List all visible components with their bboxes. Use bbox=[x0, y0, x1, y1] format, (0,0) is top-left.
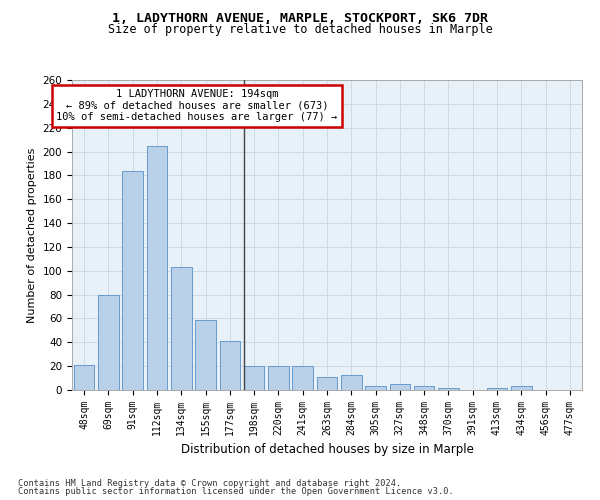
Text: 1 LADYTHORN AVENUE: 194sqm
← 89% of detached houses are smaller (673)
10% of sem: 1 LADYTHORN AVENUE: 194sqm ← 89% of deta… bbox=[56, 90, 338, 122]
Bar bbox=[171, 267, 191, 390]
Bar bbox=[220, 341, 240, 390]
Bar bbox=[195, 320, 216, 390]
Bar bbox=[146, 146, 167, 390]
Text: 1, LADYTHORN AVENUE, MARPLE, STOCKPORT, SK6 7DR: 1, LADYTHORN AVENUE, MARPLE, STOCKPORT, … bbox=[112, 12, 488, 26]
Text: Contains public sector information licensed under the Open Government Licence v3: Contains public sector information licen… bbox=[18, 487, 454, 496]
Bar bbox=[317, 377, 337, 390]
Bar bbox=[122, 170, 143, 390]
Bar bbox=[98, 294, 119, 390]
Y-axis label: Number of detached properties: Number of detached properties bbox=[27, 148, 37, 322]
Bar bbox=[244, 366, 265, 390]
Bar bbox=[389, 384, 410, 390]
X-axis label: Distribution of detached houses by size in Marple: Distribution of detached houses by size … bbox=[181, 444, 473, 456]
Bar bbox=[292, 366, 313, 390]
Bar bbox=[341, 374, 362, 390]
Bar bbox=[74, 365, 94, 390]
Bar bbox=[438, 388, 459, 390]
Bar bbox=[268, 366, 289, 390]
Bar bbox=[414, 386, 434, 390]
Bar bbox=[511, 386, 532, 390]
Bar bbox=[365, 386, 386, 390]
Bar bbox=[487, 388, 508, 390]
Text: Size of property relative to detached houses in Marple: Size of property relative to detached ho… bbox=[107, 22, 493, 36]
Text: Contains HM Land Registry data © Crown copyright and database right 2024.: Contains HM Land Registry data © Crown c… bbox=[18, 478, 401, 488]
